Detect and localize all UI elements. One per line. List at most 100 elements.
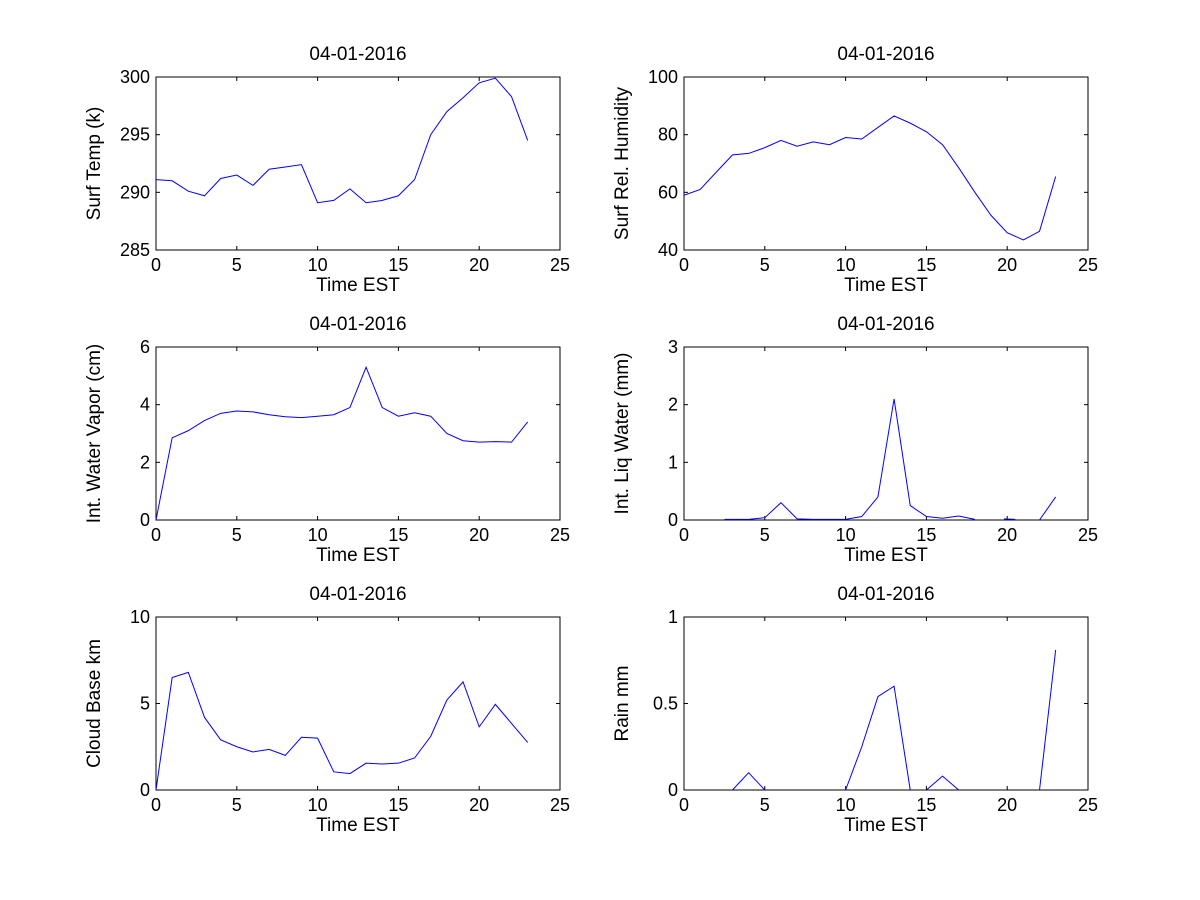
series-line-segment: [155, 365, 529, 521]
plot-frame: [683, 76, 1089, 251]
x-tick-label: 25: [1078, 795, 1098, 815]
y-axis-label: Cloud Base km: [84, 639, 105, 768]
x-tick-label: 10: [836, 255, 856, 275]
chart-title: 04-01-2016: [837, 314, 934, 335]
x-axis-label: Time EST: [316, 815, 400, 836]
series-line-segment: [845, 685, 911, 791]
y-tick-label: 4: [140, 395, 150, 415]
y-tick-label: 0: [668, 780, 678, 800]
y-tick-label: 295: [120, 125, 150, 145]
y-tick-label: 300: [120, 67, 150, 87]
y-tick-label: 0: [140, 780, 150, 800]
series-line-segment: [155, 77, 529, 204]
x-tick-label: 15: [388, 525, 408, 545]
y-tick-label: 100: [648, 67, 678, 87]
y-tick-label: 1: [668, 607, 678, 627]
x-tick-label: 0: [151, 525, 161, 545]
x-tick-label: 20: [469, 255, 489, 275]
plot-frame: [155, 346, 561, 521]
plot-frame: [683, 346, 1089, 521]
x-tick-label: 20: [997, 255, 1017, 275]
x-tick-label: 20: [469, 795, 489, 815]
subplot-2: 0 5 10 15 20 25 40 60 80 100 04-01-2016 Time EST Sur…: [612, 44, 1098, 296]
x-axis-label: Time EST: [316, 275, 400, 296]
x-tick-label: 20: [997, 525, 1017, 545]
series-line-segment: [1003, 518, 1016, 520]
x-tick-label: 20: [469, 525, 489, 545]
y-tick-label: 3: [668, 337, 678, 357]
y-tick-label: 80: [658, 125, 678, 145]
y-axis-label: Surf Rel. Humidity: [612, 86, 633, 240]
y-tick-label: 0.5: [653, 694, 678, 714]
y-axis-label: Int. Water Vapor (cm): [84, 344, 105, 523]
x-tick-label: 10: [836, 795, 856, 815]
y-tick-label: 40: [658, 240, 678, 260]
x-tick-label: 15: [916, 255, 936, 275]
x-tick-label: 0: [151, 255, 161, 275]
series-line-segment: [732, 771, 766, 791]
series-line-segment: [1039, 496, 1057, 521]
x-tick-label: 15: [916, 525, 936, 545]
series-line-segment: [926, 775, 960, 791]
plot-frame: [155, 76, 561, 251]
x-tick-label: 10: [836, 525, 856, 545]
subplot-1: 0 5 10 15 20 25 285 290 295 300 04-01-2016 Time EST…: [84, 44, 570, 296]
subplot-3: 0 5 10 15 20 25 0 2 4 6 04-01-2016 Time EST Int. Wat…: [84, 314, 570, 566]
x-tick-label: 0: [151, 795, 161, 815]
y-axis-label: Surf Temp (k): [84, 107, 105, 221]
x-tick-label: 10: [308, 255, 328, 275]
x-tick-label: 5: [232, 255, 242, 275]
x-tick-label: 5: [760, 525, 770, 545]
chart-title: 04-01-2016: [309, 44, 406, 65]
series-line-segment: [724, 398, 975, 520]
y-axis-label: Int. Liq Water (mm): [612, 353, 633, 515]
y-tick-label: 10: [130, 607, 150, 627]
y-tick-label: 0: [668, 510, 678, 530]
x-tick-label: 5: [232, 525, 242, 545]
x-tick-label: 5: [760, 255, 770, 275]
x-tick-label: 25: [550, 255, 570, 275]
x-tick-label: 25: [1078, 525, 1098, 545]
x-axis-label: Time EST: [844, 545, 928, 566]
x-tick-label: 15: [388, 255, 408, 275]
y-tick-label: 2: [140, 452, 150, 472]
x-tick-label: 10: [308, 525, 328, 545]
x-tick-label: 5: [760, 795, 770, 815]
x-tick-label: 25: [550, 525, 570, 545]
x-tick-label: 0: [679, 255, 689, 275]
y-tick-label: 6: [140, 337, 150, 357]
x-tick-label: 15: [916, 795, 936, 815]
plot-frame: [155, 616, 561, 791]
y-tick-label: 0: [140, 510, 150, 530]
x-axis-label: Time EST: [844, 815, 928, 836]
chart-title: 04-01-2016: [837, 584, 934, 605]
x-tick-label: 10: [308, 795, 328, 815]
x-tick-label: 15: [388, 795, 408, 815]
series-line-segment: [683, 115, 1057, 241]
x-tick-label: 0: [679, 525, 689, 545]
x-axis-label: Time EST: [316, 545, 400, 566]
plot-frame: [683, 616, 1089, 791]
y-axis-label: Rain mm: [612, 665, 633, 741]
y-tick-label: 60: [658, 182, 678, 202]
series-line-segment: [155, 671, 529, 791]
series-line-segment: [1039, 649, 1057, 791]
x-axis-label: Time EST: [844, 275, 928, 296]
y-tick-label: 1: [668, 452, 678, 472]
subplot-4: 0 5 10 15 20 25 0 1 2 3 04-01-2016 Time EST Int. Liq…: [612, 314, 1098, 566]
y-tick-label: 290: [120, 182, 150, 202]
subplot-6: 0 5 10 15 20 25 0 0.5 1 04-01-2016 Time EST Rain mm: [612, 584, 1098, 836]
x-tick-label: 5: [232, 795, 242, 815]
chart-title: 04-01-2016: [309, 314, 406, 335]
subplot-5: 0 5 10 15 20 25 0 5 10 04-01-2016 Time EST Cloud Ba…: [84, 584, 570, 836]
y-tick-label: 5: [140, 694, 150, 714]
y-tick-label: 285: [120, 240, 150, 260]
chart-title: 04-01-2016: [837, 44, 934, 65]
y-tick-label: 2: [668, 395, 678, 415]
x-tick-label: 25: [550, 795, 570, 815]
x-tick-label: 25: [1078, 255, 1098, 275]
x-tick-label: 20: [997, 795, 1017, 815]
chart-title: 04-01-2016: [309, 584, 406, 605]
x-tick-label: 0: [679, 795, 689, 815]
